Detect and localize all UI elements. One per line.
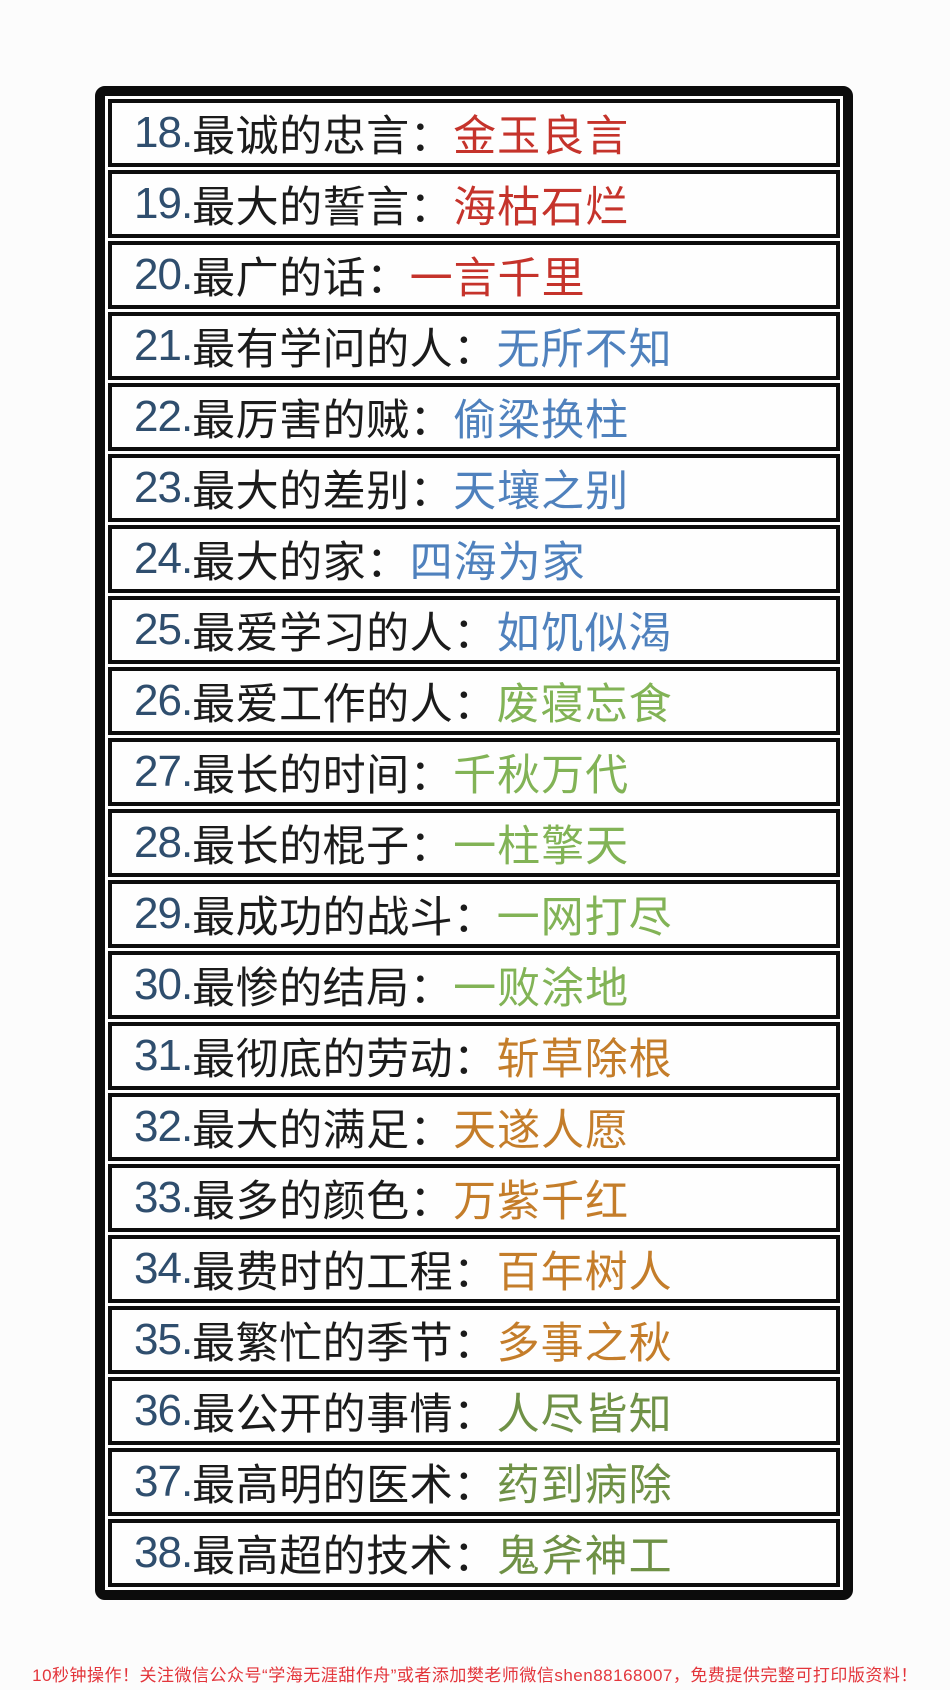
- row-idiom: 如饥似渴: [496, 610, 673, 658]
- row-description: 最长的时间：: [192, 752, 454, 800]
- idiom-row: 25. 最爱学习的人： 如饥似渴: [108, 596, 840, 664]
- row-description: 最长的棍子：: [192, 823, 454, 871]
- row-description: 最大的满足：: [192, 1107, 454, 1155]
- row-number: 37.: [134, 1457, 193, 1506]
- row-description: 最广的话：: [192, 255, 410, 303]
- row-idiom: 斩草除根: [496, 1036, 673, 1084]
- idiom-row: 34. 最费时的工程： 百年树人: [108, 1235, 840, 1303]
- idiom-row: 33. 最多的颜色： 万紫千红: [108, 1164, 840, 1232]
- row-description: 最有学问的人：: [192, 326, 497, 374]
- row-description: 最大的差别：: [192, 468, 454, 516]
- row-idiom: 一败涂地: [453, 965, 630, 1013]
- row-number: 32.: [134, 1102, 193, 1151]
- row-idiom: 鬼斧神工: [496, 1533, 673, 1581]
- row-description: 最多的颜色：: [192, 1178, 454, 1226]
- idiom-row: 37. 最高明的医术： 药到病除: [108, 1448, 840, 1516]
- row-idiom: 无所不知: [496, 326, 673, 374]
- row-idiom: 多事之秋: [496, 1320, 673, 1368]
- row-number: 18.: [134, 108, 193, 157]
- row-description: 最成功的战斗：: [192, 894, 497, 942]
- row-idiom: 一网打尽: [496, 894, 673, 942]
- row-idiom: 废寝忘食: [496, 681, 673, 729]
- footer-promo-text: 10秒钟操作！关注微信公众号“学海无涯甜作舟”或者添加樊老师微信shen8816…: [32, 1666, 918, 1685]
- row-number: 26.: [134, 676, 193, 725]
- row-number: 23.: [134, 463, 193, 512]
- idiom-row: 28. 最长的棍子： 一柱擎天: [108, 809, 840, 877]
- idiom-row: 19. 最大的誓言： 海枯石烂: [108, 170, 840, 238]
- row-number: 31.: [134, 1031, 193, 1080]
- row-idiom: 一柱擎天: [453, 823, 630, 871]
- row-number: 19.: [134, 179, 193, 228]
- idiom-row: 22. 最厉害的贼： 偷梁换柱: [108, 383, 840, 451]
- row-idiom: 百年树人: [496, 1249, 673, 1297]
- idiom-row: 20. 最广的话： 一言千里: [108, 241, 840, 309]
- row-description: 最厉害的贼：: [192, 397, 454, 445]
- idiom-row: 32. 最大的满足： 天遂人愿: [108, 1093, 840, 1161]
- row-description: 最费时的工程：: [192, 1249, 497, 1297]
- row-idiom: 金玉良言: [453, 113, 630, 161]
- row-description: 最惨的结局：: [192, 965, 454, 1013]
- row-number: 22.: [134, 392, 193, 441]
- idiom-row: 26. 最爱工作的人： 废寝忘食: [108, 667, 840, 735]
- row-idiom: 千秋万代: [453, 752, 630, 800]
- row-idiom: 人尽皆知: [496, 1391, 673, 1439]
- idiom-row: 36. 最公开的事情： 人尽皆知: [108, 1377, 840, 1445]
- row-number: 25.: [134, 605, 193, 654]
- row-idiom: 偷梁换柱: [453, 397, 630, 445]
- row-idiom: 万紫千红: [453, 1178, 630, 1226]
- row-idiom: 一言千里: [409, 255, 586, 303]
- row-number: 33.: [134, 1173, 193, 1222]
- row-description: 最高超的技术：: [192, 1533, 497, 1581]
- idiom-row: 35. 最繁忙的季节： 多事之秋: [108, 1306, 840, 1374]
- idiom-row: 38. 最高超的技术： 鬼斧神工: [108, 1519, 840, 1587]
- idiom-row: 23. 最大的差别： 天壤之别: [108, 454, 840, 522]
- idiom-row: 27. 最长的时间： 千秋万代: [108, 738, 840, 806]
- row-number: 36.: [134, 1386, 193, 1435]
- idiom-row: 29. 最成功的战斗： 一网打尽: [108, 880, 840, 948]
- row-idiom: 药到病除: [496, 1462, 673, 1510]
- idiom-table: 18. 最诚的忠言： 金玉良言 19. 最大的誓言： 海枯石烂 20. 最广的话…: [95, 86, 853, 1600]
- row-idiom: 天遂人愿: [453, 1107, 630, 1155]
- idiom-row: 30. 最惨的结局： 一败涂地: [108, 951, 840, 1019]
- row-description: 最大的家：: [192, 539, 410, 587]
- idiom-row: 24. 最大的家： 四海为家: [108, 525, 840, 593]
- row-description: 最繁忙的季节：: [192, 1320, 497, 1368]
- row-number: 35.: [134, 1315, 193, 1364]
- row-description: 最诚的忠言：: [192, 113, 454, 161]
- row-number: 21.: [134, 321, 193, 370]
- idiom-row: 21. 最有学问的人： 无所不知: [108, 312, 840, 380]
- row-description: 最大的誓言：: [192, 184, 454, 232]
- row-number: 29.: [134, 889, 193, 938]
- row-description: 最爱学习的人：: [192, 610, 497, 658]
- row-description: 最彻底的劳动：: [192, 1036, 497, 1084]
- row-number: 27.: [134, 747, 193, 796]
- row-number: 30.: [134, 960, 193, 1009]
- row-description: 最高明的医术：: [192, 1462, 497, 1510]
- idiom-row: 31. 最彻底的劳动： 斩草除根: [108, 1022, 840, 1090]
- row-idiom: 海枯石烂: [453, 184, 630, 232]
- row-idiom: 四海为家: [409, 539, 586, 587]
- row-description: 最爱工作的人：: [192, 681, 497, 729]
- row-number: 34.: [134, 1244, 193, 1293]
- row-description: 最公开的事情：: [192, 1391, 497, 1439]
- idiom-row: 18. 最诚的忠言： 金玉良言: [108, 99, 840, 167]
- row-number: 24.: [134, 534, 193, 583]
- row-number: 20.: [134, 250, 193, 299]
- row-number: 28.: [134, 818, 193, 867]
- row-idiom: 天壤之别: [453, 468, 630, 516]
- row-number: 38.: [134, 1528, 193, 1577]
